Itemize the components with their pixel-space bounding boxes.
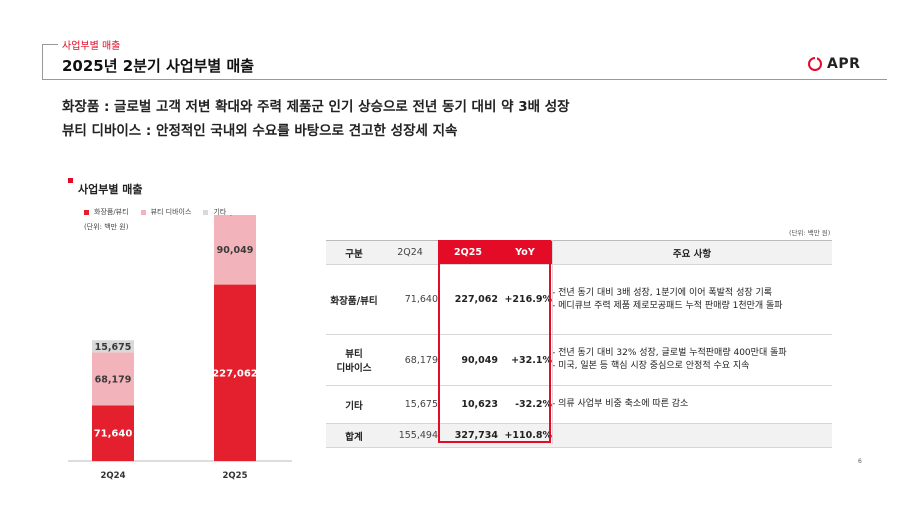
cell-category: 기타 — [326, 385, 382, 424]
page-title: 2025년 2분기 사업부별 매출 — [62, 57, 255, 75]
cell-2q24: 15,675 — [382, 385, 438, 424]
power-ring-icon — [808, 55, 822, 71]
logo-text: APR — [827, 56, 861, 72]
table-row-device: 뷰티 디바이스 68,179 90,049 +32.1% - 전년 동기 대비 … — [326, 334, 832, 386]
notes-column-divider — [552, 240, 553, 444]
header-notes: 주요 사항 — [552, 240, 832, 265]
x-tick-label: 2Q25 — [223, 471, 248, 481]
cell-2q25: 10,623 — [438, 385, 498, 424]
title-bracket-top — [42, 44, 58, 45]
section-label: 사업부별 매출 — [62, 41, 121, 52]
legend-swatch-cosmetics — [84, 209, 89, 215]
chart-unit-label: (단위: 백만 원) — [84, 223, 129, 231]
sales-table: 구분 2Q24 2Q25 YoY 주요 사항 화장품/뷰티 71,640 227… — [326, 240, 832, 448]
note-line: - 의류 사업부 비중 축소에 따른 감소 — [552, 399, 689, 409]
cell-2q25: 90,049 — [438, 334, 498, 386]
cell-2q24: 155,494 — [382, 423, 438, 448]
cell-category: 뷰티 디바이스 — [326, 334, 382, 386]
page-number: 6 — [858, 458, 862, 465]
cell-notes: - 전년 동기 대비 32% 성장, 글로벌 누적판매량 400만대 돌파 - … — [552, 334, 832, 386]
legend-swatch-other — [203, 209, 209, 215]
cell-notes: - 의류 사업부 비중 축소에 따른 감소 — [552, 385, 832, 424]
legend-label-cosmetics: 화장품/뷰티 — [94, 208, 129, 216]
note-line: - 미국, 일본 등 핵심 시장 중심으로 안정적 수요 지속 — [552, 361, 750, 371]
cell-category: 화장품/뷰티 — [326, 264, 382, 335]
cell-2q25: 327,734 — [438, 423, 498, 448]
legend-swatch-device — [140, 209, 146, 215]
brand-logo: APR — [808, 55, 861, 72]
bar-segment — [92, 340, 134, 353]
header-category: 구분 — [326, 240, 382, 265]
bar-segment — [92, 405, 134, 461]
bar-value-label: 90,049 — [217, 245, 254, 256]
cell-yoy: -32.2% — [498, 385, 552, 424]
headline-device: 뷰티 디바이스 : 안정적인 국내외 수요를 바탕으로 견고한 성장세 지속 — [62, 123, 458, 139]
title-underline — [42, 79, 887, 80]
table-row-cosmetics: 화장품/뷰티 71,640 227,062 +216.9% - 전년 동기 대비… — [326, 264, 832, 335]
bar-value-label: 15,675 — [95, 342, 132, 353]
bar-value-label: 71,640 — [94, 429, 133, 440]
note-line: - 전년 동기 대비 32% 성장, 글로벌 누적판매량 400만대 돌파 — [552, 348, 787, 358]
cell-notes: - 전년 동기 대비 3배 성장, 1분기에 이어 폭발적 성장 기록 - 메디… — [552, 264, 832, 335]
cell-yoy: +110.8% — [498, 423, 552, 448]
cell-category: 합계 — [326, 423, 382, 448]
category-line: 디바이스 — [336, 363, 372, 374]
title-bracket-vertical — [42, 44, 43, 80]
note-line: - 메디큐브 주력 제품 제로모공패드 누적 판매량 1천만개 돌파 — [552, 300, 783, 311]
chart-title: 사업부별 매출 — [78, 183, 143, 196]
table-unit-label: (단위: 백만 원) — [789, 229, 831, 237]
chart-legend: 화장품/뷰티 뷰티 디바이스 기타 — [84, 207, 226, 217]
stacked-bar-chart: 71,640 68,179 15,675 2Q24 227,062 90,049 10,62… — [68, 215, 292, 481]
bar-segment — [92, 352, 134, 406]
table-row-total: 합계 155,494 327,734 +110.8% — [326, 423, 832, 448]
cell-yoy: +32.1% — [498, 334, 552, 386]
cell-yoy: +216.9% — [498, 264, 552, 335]
category-line: 뷰티 — [345, 349, 363, 360]
cell-notes-empty — [552, 423, 832, 448]
bar-segment — [214, 284, 256, 461]
x-tick-label: 2Q24 — [101, 471, 126, 481]
cell-2q24: 68,179 — [382, 334, 438, 386]
header-2q25: 2Q25 — [438, 240, 498, 265]
note-line: - 전년 동기 대비 3배 성장, 1분기에 이어 폭발적 성장 기록 — [552, 287, 773, 298]
legend-label-other: 기타 — [213, 208, 227, 216]
header-yoy: YoY — [498, 240, 552, 265]
bar-value-label: 227,062 — [212, 368, 258, 379]
bar-segment — [214, 215, 256, 285]
table-row-other: 기타 15,675 10,623 -32.2% - 의류 사업부 비중 축소에 … — [326, 385, 832, 424]
legend-item-device: 뷰티 디바이스 — [140, 207, 192, 217]
legend-item-other: 기타 — [203, 207, 226, 217]
table-header-row: 구분 2Q24 2Q25 YoY 주요 사항 — [326, 240, 832, 265]
headline-cosmetics: 화장품 : 글로벌 고객 저변 확대와 주력 제품군 인기 상승으로 전년 동기… — [62, 99, 570, 115]
cell-2q24: 71,640 — [382, 264, 438, 335]
legend-label-device: 뷰티 디바이스 — [150, 208, 192, 216]
bar-value-label: 10,623 — [217, 215, 254, 217]
chart-title-marker — [68, 178, 73, 183]
cell-2q25: 227,062 — [438, 264, 498, 335]
header-2q24: 2Q24 — [382, 240, 438, 265]
legend-item-cosmetics: 화장품/뷰티 — [84, 207, 129, 217]
bar-value-label: 68,179 — [95, 374, 132, 385]
